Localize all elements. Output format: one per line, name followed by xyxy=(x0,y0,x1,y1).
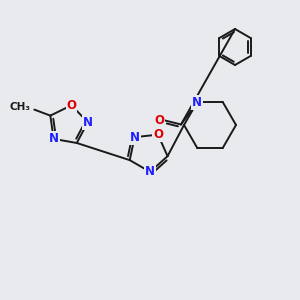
Text: CH₃: CH₃ xyxy=(9,102,30,112)
Text: N: N xyxy=(83,116,93,129)
Text: O: O xyxy=(153,128,163,141)
Text: N: N xyxy=(130,130,140,144)
Text: O: O xyxy=(154,114,164,127)
Text: N: N xyxy=(49,132,58,146)
Text: O: O xyxy=(67,99,76,112)
Text: N: N xyxy=(145,165,155,178)
Text: N: N xyxy=(192,96,202,109)
